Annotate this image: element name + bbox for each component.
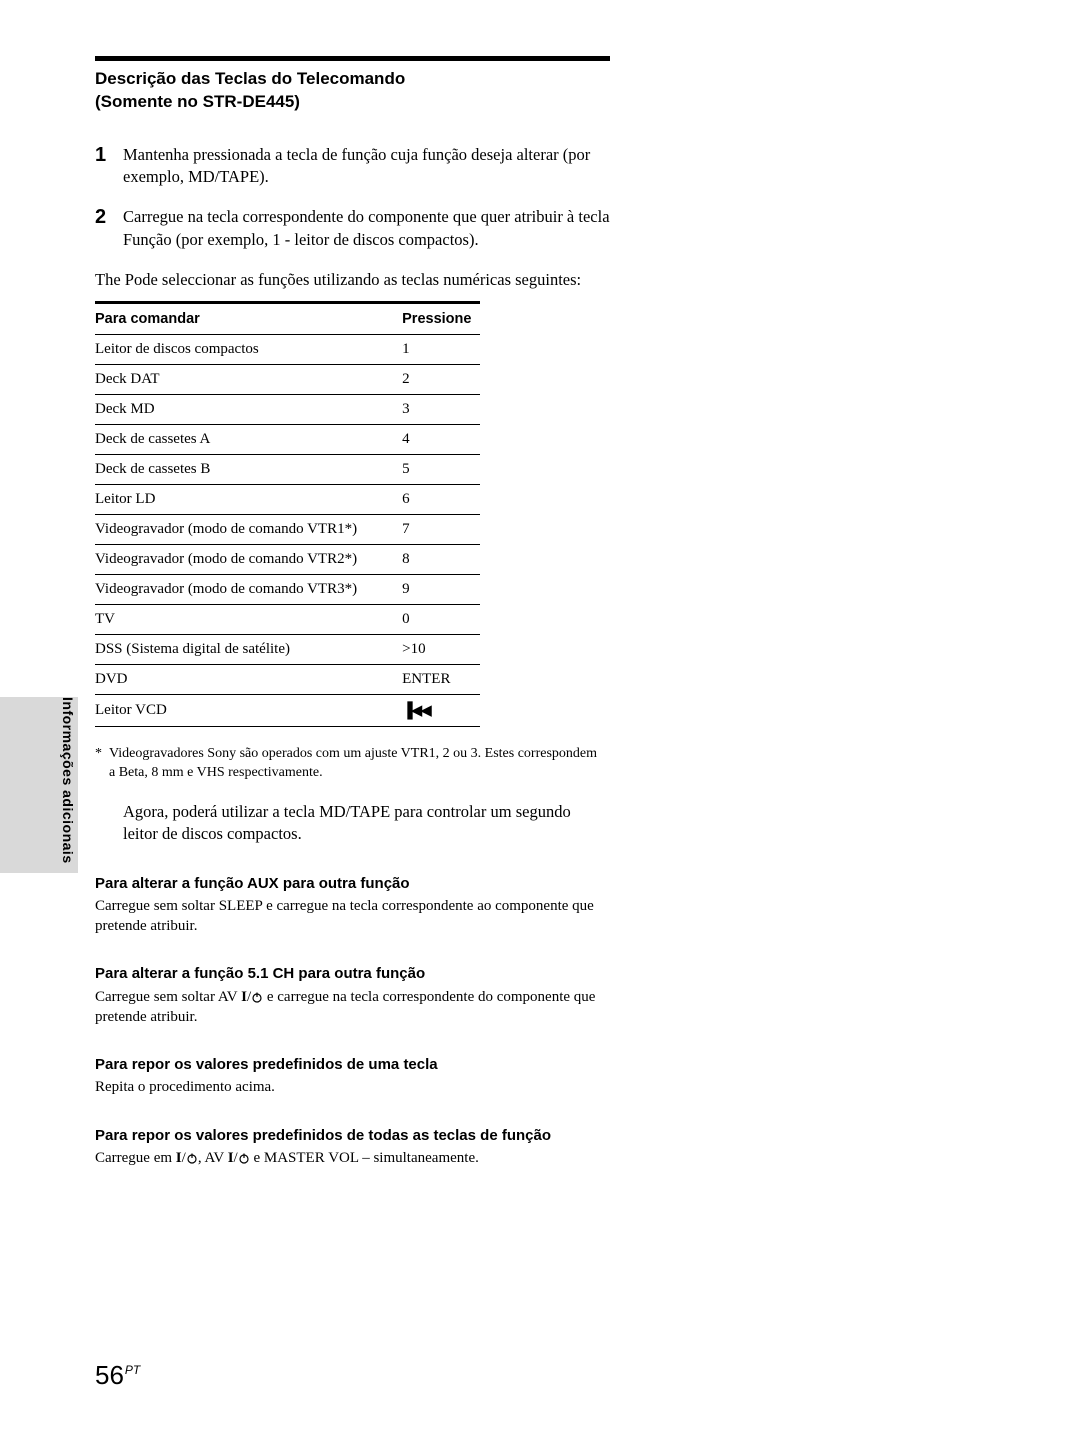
step-item: 2 Carregue na tecla correspondente do co… — [95, 206, 610, 251]
step-number: 2 — [95, 206, 123, 251]
table-cell-command: Leitor de discos compactos — [95, 335, 382, 365]
table-row: Deck DAT2 — [95, 365, 480, 395]
table-cell-press: 0 — [382, 605, 480, 635]
table-row: Leitor de discos compactos1 — [95, 335, 480, 365]
main-content: Descrição das Teclas do Telecomando (Som… — [95, 68, 610, 1168]
footnote-star: * — [95, 745, 109, 764]
table-lead-in: The Pode seleccionar as funções utilizan… — [95, 269, 610, 291]
table-cell-command: TV — [95, 605, 382, 635]
step-number: 1 — [95, 144, 123, 189]
table-cell-command: Deck MD — [95, 395, 382, 425]
power-label: I — [228, 1150, 234, 1166]
table-footnote: *Videogravadores Sony são operados com u… — [95, 745, 610, 783]
page-number: 56PT — [95, 1360, 140, 1391]
table-cell-press: 8 — [382, 545, 480, 575]
table-header-command: Para comandar — [95, 303, 382, 335]
sub-body: Carregue em I/, AV I/ e MASTER VOL – sim… — [95, 1148, 610, 1168]
sub-body: Repita o procedimento acima. — [95, 1077, 610, 1097]
sub-title: Para repor os valores predefinidos de um… — [95, 1055, 610, 1075]
table-row: Leitor LD6 — [95, 485, 480, 515]
sub-block-aux: Para alterar a função AUX para outra fun… — [95, 874, 610, 937]
sub-body: Carregue sem soltar SLEEP e carregue na … — [95, 896, 610, 937]
sub-body-part: Carregue em — [95, 1150, 176, 1166]
table-cell-press: 2 — [382, 365, 480, 395]
table-row: Deck MD3 — [95, 395, 480, 425]
power-icon — [238, 1152, 250, 1164]
table-row: Leitor VCD ▐◀◀ — [95, 695, 480, 727]
table-cell-press: 4 — [382, 425, 480, 455]
footnote-text: Videogravadores Sony são operados com um… — [109, 745, 599, 783]
table-cell-command: Deck DAT — [95, 365, 382, 395]
side-tab-label: Informações adicionais — [60, 697, 76, 877]
sub-title: Para alterar a função 5.1 CH para outra … — [95, 964, 610, 984]
table-row: Videogravador (modo de comando VTR1*)7 — [95, 515, 480, 545]
table-cell-command: Leitor VCD — [95, 695, 382, 727]
table-cell-press: >10 — [382, 635, 480, 665]
sub-body-part: Carregue sem soltar AV — [95, 989, 241, 1005]
page-number-value: 56 — [95, 1360, 124, 1390]
table-cell-press: 9 — [382, 575, 480, 605]
table-cell-press: ENTER — [382, 665, 480, 695]
sub-body: Carregue sem soltar AV I/ e carregue na … — [95, 987, 610, 1028]
table-cell-press: 6 — [382, 485, 480, 515]
after-note: Agora, poderá utilizar a tecla MD/TAPE p… — [123, 801, 593, 846]
sub-block-reset-all: Para repor os valores predefinidos de to… — [95, 1126, 610, 1169]
table-cell-command: DSS (Sistema digital de satélite) — [95, 635, 382, 665]
power-label: I — [176, 1150, 182, 1166]
table-cell-command: DVD — [95, 665, 382, 695]
step-body: Mantenha pressionada a tecla de função c… — [123, 144, 610, 189]
table-cell-press: ▐◀◀ — [382, 695, 480, 727]
table-cell-command: Leitor LD — [95, 485, 382, 515]
table-cell-command: Deck de cassetes A — [95, 425, 382, 455]
table-cell-press: 5 — [382, 455, 480, 485]
steps-list: 1 Mantenha pressionada a tecla de função… — [95, 144, 610, 251]
power-icon — [251, 991, 263, 1003]
section-title: Descrição das Teclas do Telecomando (Som… — [95, 68, 610, 114]
table-row: Deck de cassetes A4 — [95, 425, 480, 455]
table-cell-command: Videogravador (modo de comando VTR1*) — [95, 515, 382, 545]
section-title-line1: Descrição das Teclas do Telecomando — [95, 69, 405, 88]
step-body: Carregue na tecla correspondente do comp… — [123, 206, 610, 251]
table-cell-press: 3 — [382, 395, 480, 425]
table-cell-command: Videogravador (modo de comando VTR2*) — [95, 545, 382, 575]
table-cell-command: Videogravador (modo de comando VTR3*) — [95, 575, 382, 605]
sub-body-part: , AV — [198, 1150, 228, 1166]
table-cell-command: Deck de cassetes B — [95, 455, 382, 485]
step-item: 1 Mantenha pressionada a tecla de função… — [95, 144, 610, 189]
table-row: DVDENTER — [95, 665, 480, 695]
previous-track-icon: ▐◀◀ — [402, 702, 430, 719]
table-row: TV0 — [95, 605, 480, 635]
table-header-press: Pressione — [382, 303, 480, 335]
section-title-line2: (Somente no STR-DE445) — [95, 92, 300, 111]
function-table: Para comandar Pressione Leitor de discos… — [95, 301, 480, 727]
table-row: Videogravador (modo de comando VTR2*)8 — [95, 545, 480, 575]
table-cell-press: 7 — [382, 515, 480, 545]
table-row: Deck de cassetes B5 — [95, 455, 480, 485]
sub-title: Para repor os valores predefinidos de to… — [95, 1126, 610, 1146]
sub-block-reset-one: Para repor os valores predefinidos de um… — [95, 1055, 610, 1098]
top-rule — [95, 56, 610, 61]
table-row: Videogravador (modo de comando VTR3*)9 — [95, 575, 480, 605]
sub-block-51ch: Para alterar a função 5.1 CH para outra … — [95, 964, 610, 1027]
function-table-wrap: Para comandar Pressione Leitor de discos… — [95, 301, 480, 727]
power-icon — [186, 1152, 198, 1164]
sub-title: Para alterar a função AUX para outra fun… — [95, 874, 610, 894]
sub-body-part: e MASTER VOL – simultaneamente. — [250, 1150, 479, 1166]
power-label: I — [241, 989, 247, 1005]
table-row: DSS (Sistema digital de satélite)>10 — [95, 635, 480, 665]
table-cell-press: 1 — [382, 335, 480, 365]
page-number-suffix: PT — [125, 1363, 140, 1377]
